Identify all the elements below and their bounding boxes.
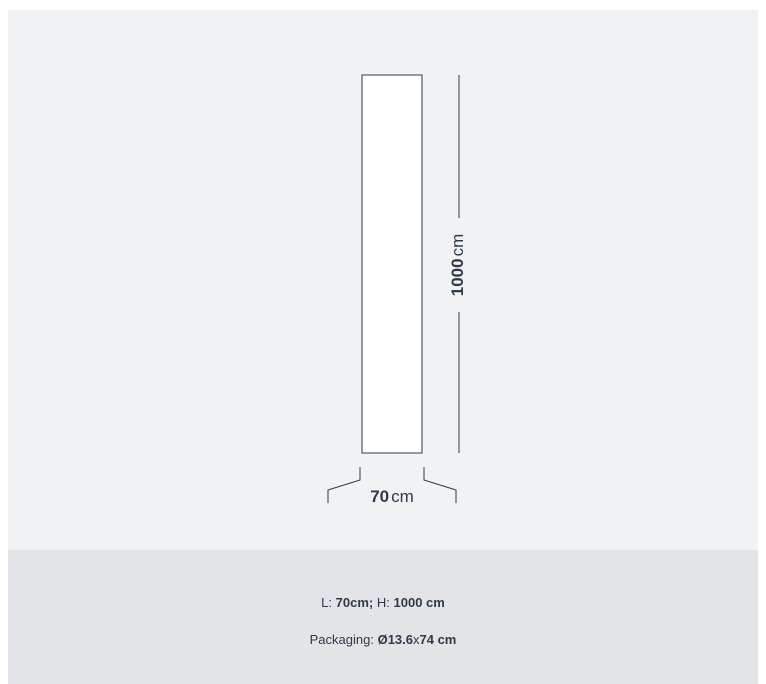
product-outline (361, 74, 423, 454)
text: 74 cm (419, 632, 457, 647)
text: 70cm (335, 595, 369, 610)
text: : (386, 595, 390, 610)
text: 1000 cm (393, 595, 445, 610)
width-unit: cm (391, 487, 414, 506)
dimensions-line: L: 70cm; H: 1000 cm (8, 595, 758, 610)
height-value: 1000 (448, 258, 467, 296)
text: : (370, 632, 374, 647)
width-value: 70 (370, 487, 389, 506)
text: Ø13.6 (377, 632, 413, 647)
text: ; (368, 595, 374, 610)
width-label: 70 cm (370, 487, 414, 506)
width-bracket (327, 467, 457, 503)
text: L (321, 595, 329, 610)
packaging-line: Packaging: Ø13.6x74 cm (8, 632, 758, 647)
text: x (413, 632, 420, 647)
diagram: 1000cm 70 cm (327, 74, 467, 506)
text: Packaging (309, 632, 371, 647)
height-label: 1000cm (448, 234, 467, 297)
footer: L: 70cm; H: 1000 cm Packaging: Ø13.6x74 … (8, 550, 758, 684)
text: : (328, 595, 333, 610)
height-unit: cm (448, 234, 467, 257)
text: H (376, 595, 387, 610)
